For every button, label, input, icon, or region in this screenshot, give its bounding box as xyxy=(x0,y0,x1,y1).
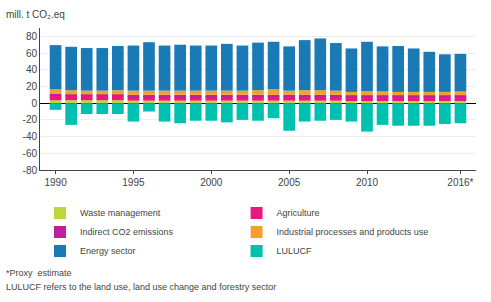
svg-text:-60: -60 xyxy=(23,148,38,159)
svg-text:-20: -20 xyxy=(23,114,38,125)
svg-text:Agriculture: Agriculture xyxy=(277,208,320,218)
svg-text:Industrial processes and produ: Industrial processes and products use xyxy=(277,227,429,237)
svg-text:-80: -80 xyxy=(23,165,38,176)
svg-text:*Proxy estimate: *Proxy estimate xyxy=(6,268,72,278)
svg-text:-40: -40 xyxy=(23,131,38,142)
svg-text:2010: 2010 xyxy=(356,177,379,188)
svg-text:Waste management: Waste management xyxy=(80,208,161,218)
svg-text:LULUCF refers to the land use,: LULUCF refers to the land use, land use … xyxy=(6,282,276,292)
svg-text:1990: 1990 xyxy=(44,177,67,188)
svg-text:mill. t CO₂.eq: mill. t CO₂.eq xyxy=(6,9,65,20)
svg-text:0: 0 xyxy=(31,98,37,109)
svg-text:Energy sector: Energy sector xyxy=(80,246,136,256)
svg-text:80: 80 xyxy=(26,31,38,42)
svg-text:1995: 1995 xyxy=(122,177,145,188)
svg-text:40: 40 xyxy=(26,64,38,75)
svg-text:60: 60 xyxy=(26,48,38,59)
svg-text:2016*: 2016* xyxy=(447,177,473,188)
svg-text:LULUCF: LULUCF xyxy=(277,246,313,256)
svg-text:Indirect CO2 emissions: Indirect CO2 emissions xyxy=(80,227,174,237)
svg-text:20: 20 xyxy=(26,81,38,92)
svg-text:2000: 2000 xyxy=(200,177,223,188)
svg-text:2005: 2005 xyxy=(278,177,301,188)
